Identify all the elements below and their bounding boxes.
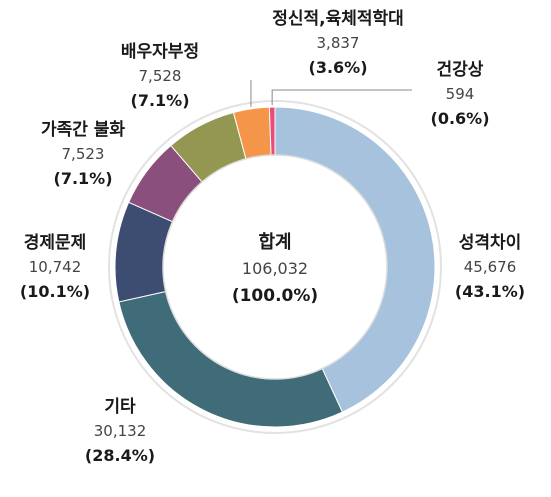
label-gita-name: 기타: [104, 397, 136, 417]
donut-hole: [162, 154, 388, 380]
label-baeuja-percent: (7.1%): [131, 91, 190, 110]
leader-geongang: [271, 89, 412, 106]
label-seonggyeok-percent: (43.1%): [455, 282, 525, 301]
label-gyeongje-value: 10,742: [29, 258, 82, 276]
slice-labels: 성격차이 45,676 (43.1%) 기타 30,132 (28.4%) 경제문제 10,7…: [20, 9, 525, 465]
label-gyeongje-percent: (10.1%): [20, 282, 90, 301]
label-jeongsin-value: 3,837: [317, 34, 360, 52]
label-baeuja-value: 7,528: [139, 67, 182, 85]
center-total-value: 106,032: [242, 259, 308, 278]
label-jeongsin-percent: (3.6%): [309, 58, 368, 77]
center-total-percent: (100.0%): [232, 286, 318, 306]
label-gita-percent: (28.4%): [85, 446, 155, 465]
label-gajok-percent: (7.1%): [54, 169, 113, 188]
label-seonggyeok-value: 45,676: [464, 258, 517, 276]
center-total-name: 합계: [258, 231, 291, 253]
slices-group: [114, 106, 436, 428]
label-gita-value: 30,132: [94, 422, 147, 440]
label-jeongsin-name: 정신적,육체적학대: [272, 9, 404, 29]
label-geongang-percent: (0.6%): [431, 109, 490, 128]
label-seonggyeok-name: 성격차이: [459, 233, 522, 253]
label-geongang-name: 건강상: [437, 60, 484, 80]
label-gajok-value: 7,523: [62, 145, 105, 163]
label-baeuja-name: 배우자부정: [121, 42, 199, 62]
label-gyeongje-name: 경제문제: [24, 233, 87, 253]
label-geongang-value: 594: [446, 85, 475, 103]
leader-lines: [250, 80, 412, 107]
label-gajok-name: 가족간 불화: [41, 120, 125, 140]
